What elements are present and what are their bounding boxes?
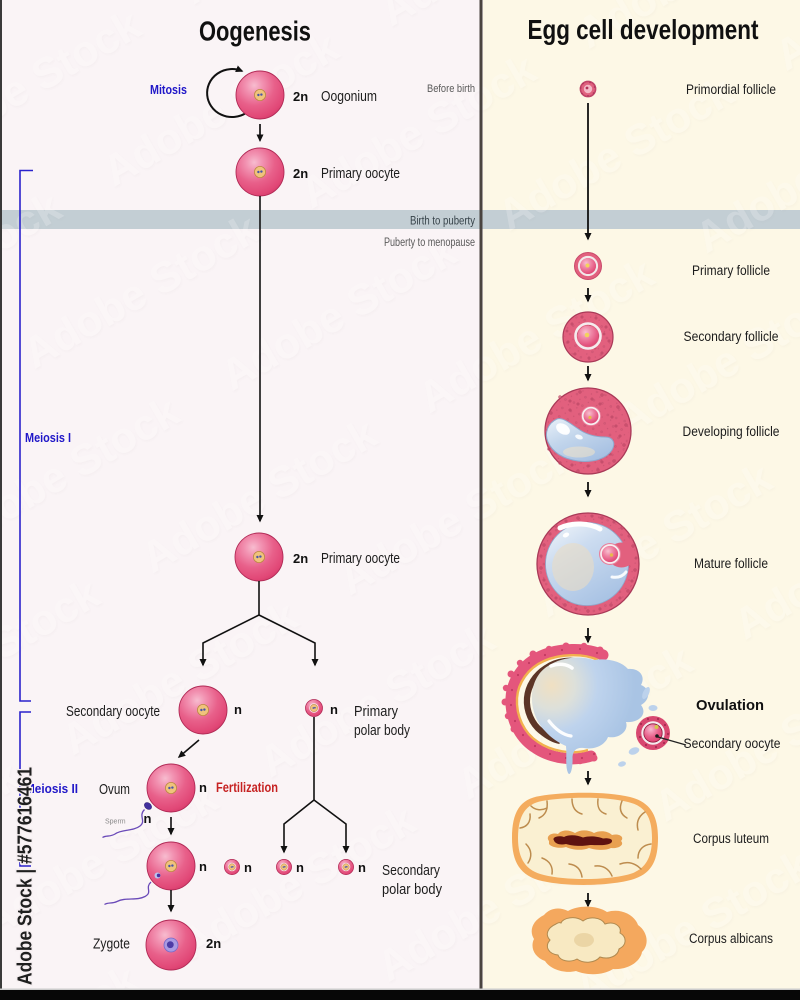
svg-text:Birth to puberty: Birth to puberty <box>410 216 475 228</box>
svg-text:Secondary oocyte: Secondary oocyte <box>66 703 160 720</box>
svg-text:Primary: Primary <box>354 703 398 720</box>
svg-text:polar body: polar body <box>382 881 442 898</box>
svg-text:Corpus albicans: Corpus albicans <box>689 931 773 946</box>
svg-text:Primordial follicle: Primordial follicle <box>686 82 776 97</box>
svg-text:Mature follicle: Mature follicle <box>694 556 768 571</box>
svg-text:Ovum: Ovum <box>99 781 130 798</box>
svg-text:n: n <box>199 780 207 795</box>
svg-text:Oogenesis: Oogenesis <box>199 16 311 47</box>
svg-text:n: n <box>234 702 242 717</box>
svg-text:Oogonium: Oogonium <box>321 88 377 105</box>
svg-text:n: n <box>144 811 152 826</box>
svg-text:2n: 2n <box>293 551 308 566</box>
svg-text:Meiosis II: Meiosis II <box>25 781 78 796</box>
svg-text:n: n <box>296 860 304 875</box>
svg-text:Sperm: Sperm <box>105 819 126 826</box>
svg-text:Mitosis: Mitosis <box>150 82 187 97</box>
svg-text:Adobe Stock | #577616461: Adobe Stock | #577616461 <box>15 767 37 985</box>
svg-text:Puberty to menopause: Puberty to menopause <box>384 237 475 249</box>
svg-text:n: n <box>244 860 252 875</box>
svg-text:2n: 2n <box>293 89 308 104</box>
svg-text:Corpus luteum: Corpus luteum <box>693 831 769 846</box>
svg-text:Fertilization: Fertilization <box>216 780 278 795</box>
svg-text:Zygote: Zygote <box>93 936 130 953</box>
svg-text:n: n <box>358 860 366 875</box>
svg-text:Primary oocyte: Primary oocyte <box>321 550 400 567</box>
svg-text:2n: 2n <box>206 936 221 951</box>
svg-text:Primary follicle: Primary follicle <box>692 263 770 278</box>
svg-text:Secondary follicle: Secondary follicle <box>684 329 779 344</box>
svg-text:Secondary: Secondary <box>382 862 440 879</box>
svg-text:2n: 2n <box>293 166 308 181</box>
svg-text:Developing follicle: Developing follicle <box>683 424 780 439</box>
svg-text:Primary oocyte: Primary oocyte <box>321 165 400 182</box>
svg-text:Before birth: Before birth <box>427 83 475 95</box>
svg-text:Egg cell development: Egg cell development <box>528 14 759 45</box>
svg-text:n: n <box>199 859 207 874</box>
svg-text:Secondary oocyte: Secondary oocyte <box>684 736 781 751</box>
svg-text:Meiosis I: Meiosis I <box>25 430 71 445</box>
svg-text:polar body: polar body <box>354 722 410 739</box>
svg-text:n: n <box>330 702 338 717</box>
svg-text:Ovulation: Ovulation <box>696 697 764 714</box>
